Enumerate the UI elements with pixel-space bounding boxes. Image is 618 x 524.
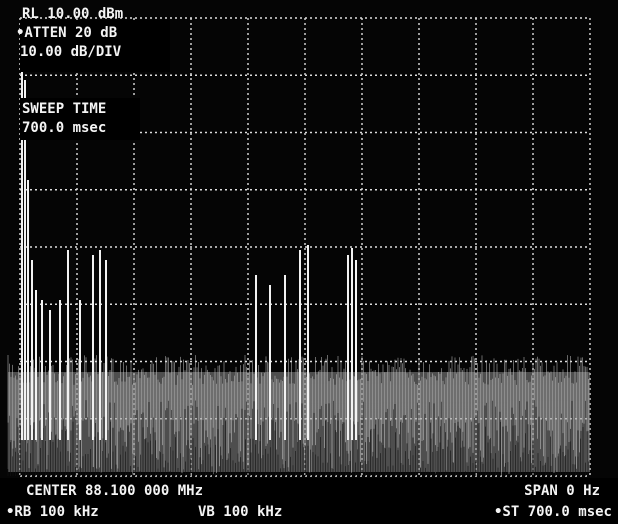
sweep-time-value: 700.0 msec	[22, 120, 106, 136]
center-frequency: CENTER 88.100 000 MHz	[26, 483, 203, 499]
sweep-time-setting: •ST 700.0 msec	[494, 504, 612, 520]
attenuation: •ATTEN 20 dB	[16, 25, 117, 41]
sweep-time-label: SWEEP TIME	[22, 101, 106, 117]
scale: 10.00 dB/DIV	[20, 44, 122, 60]
analyzer-screen: RL 10.00 dBm •ATTEN 20 dB 10.00 dB/DIV S…	[0, 0, 618, 524]
video-bandwidth: VB 100 kHz	[198, 504, 282, 520]
reference-level: RL 10.00 dBm	[22, 6, 123, 22]
noise-floor	[8, 420, 588, 476]
span: SPAN 0 Hz	[524, 483, 600, 499]
resolution-bandwidth: •RB 100 kHz	[6, 504, 99, 520]
